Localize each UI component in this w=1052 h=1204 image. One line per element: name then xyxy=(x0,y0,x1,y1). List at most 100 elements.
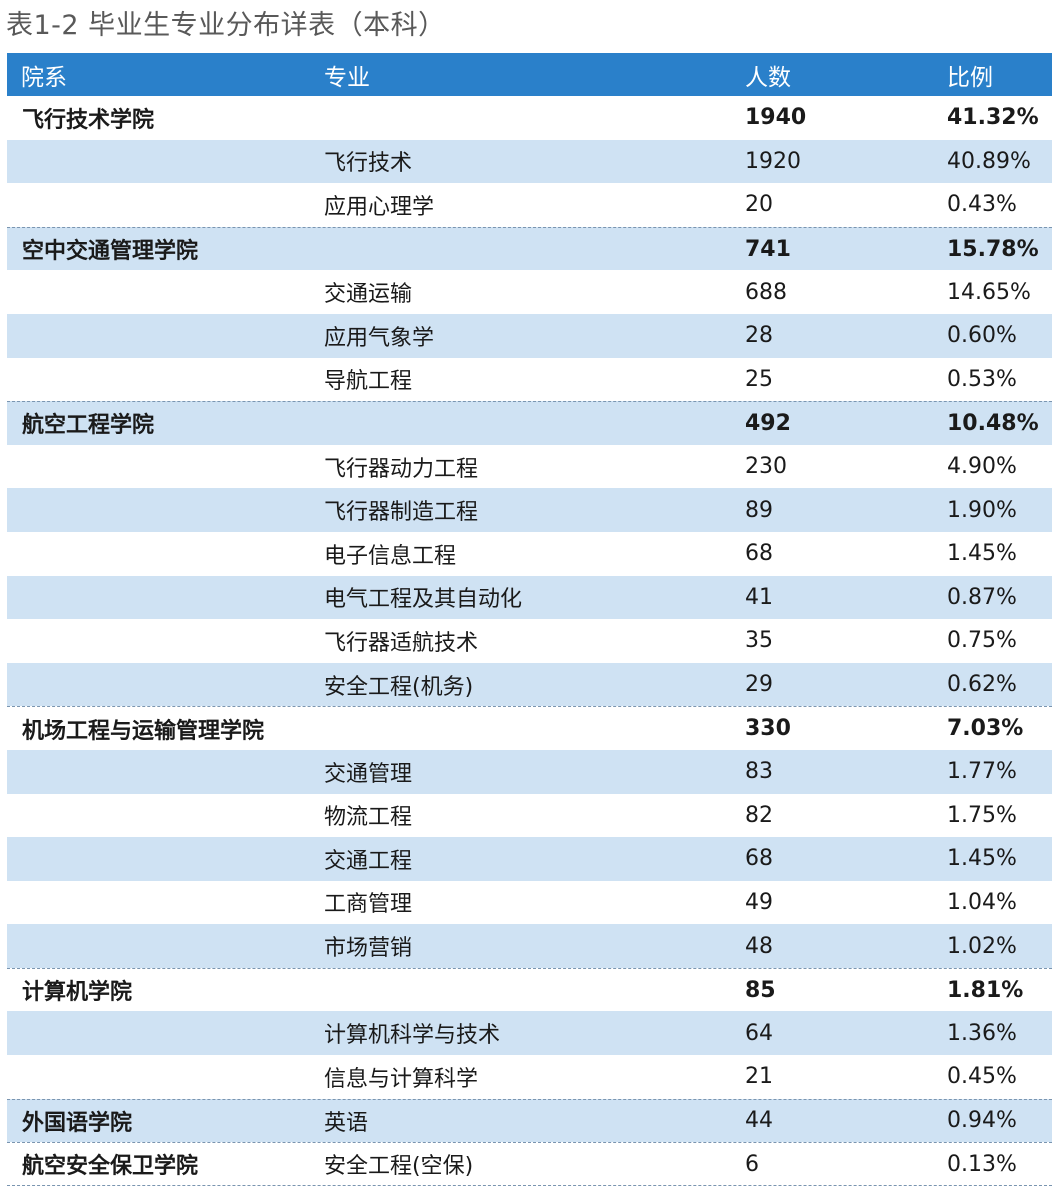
header-ratio: 比例 xyxy=(947,64,993,91)
cell-dept: 航空安全保卫学院 xyxy=(22,1154,199,1180)
cell-count: 68 xyxy=(745,541,773,567)
cell-count: 82 xyxy=(745,802,773,828)
dept-summary-row: 外国语学院 英语 44 0.94% xyxy=(7,1098,1052,1143)
cell-count: 25 xyxy=(745,366,773,392)
major-distribution-table: 院系 专业 人数 比例 飞行技术学院 1940 41.32% 飞行技术 1920 40.8… xyxy=(7,53,1052,1186)
cell-major: 工商管理 xyxy=(324,892,413,918)
table-body: 飞行技术学院 1940 41.32% 飞行技术 1920 40.89% 应用心理学 20 0.4… xyxy=(7,96,1052,1186)
major-row: 应用心理学 20 0.43% xyxy=(7,183,1052,227)
cell-ratio: 0.13% xyxy=(947,1151,1017,1177)
cell-ratio: 1.81% xyxy=(947,977,1024,1003)
major-row: 飞行器制造工程 89 1.90% xyxy=(7,488,1052,532)
cell-ratio: 0.43% xyxy=(947,192,1017,218)
header-major: 专业 xyxy=(324,64,370,91)
cell-count: 35 xyxy=(745,628,773,654)
cell-major: 交通运输 xyxy=(324,282,413,308)
dept-summary-row: 计算机学院 85 1.81% xyxy=(7,967,1052,1012)
cell-ratio: 10.48% xyxy=(947,410,1039,436)
cell-major: 英语 xyxy=(324,1110,369,1136)
table-header-row: 院系 专业 人数 比例 xyxy=(7,53,1052,96)
cell-ratio: 4.90% xyxy=(947,454,1017,480)
cell-ratio: 7.03% xyxy=(947,716,1024,742)
cell-ratio: 41.32% xyxy=(947,105,1039,131)
major-row: 飞行器适航技术 35 0.75% xyxy=(7,619,1052,663)
major-row: 交通运输 688 14.65% xyxy=(7,270,1052,314)
cell-major: 应用气象学 xyxy=(324,325,435,351)
cell-major: 飞行器适航技术 xyxy=(324,630,479,656)
dept-summary-row: 空中交通管理学院 741 15.78% xyxy=(7,226,1052,271)
major-row: 导航工程 25 0.53% xyxy=(7,357,1052,402)
cell-dept: 外国语学院 xyxy=(22,1110,133,1136)
major-row: 市场营销 48 1.02% xyxy=(7,924,1052,968)
cell-count: 49 xyxy=(745,889,773,915)
major-row: 工商管理 49 1.04% xyxy=(7,880,1052,925)
cell-ratio: 14.65% xyxy=(947,279,1031,305)
dept-summary-row: 机场工程与运输管理学院 330 7.03% xyxy=(7,706,1052,750)
cell-ratio: 0.60% xyxy=(947,323,1017,349)
cell-major: 信息与计算科学 xyxy=(324,1066,479,1092)
cell-ratio: 0.87% xyxy=(947,584,1017,610)
cell-major: 交通管理 xyxy=(324,761,413,787)
major-row: 信息与计算科学 21 0.45% xyxy=(7,1055,1052,1099)
cell-count: 230 xyxy=(745,454,787,480)
cell-count: 83 xyxy=(745,759,773,785)
cell-count: 44 xyxy=(745,1108,773,1134)
cell-count: 330 xyxy=(745,716,791,742)
cell-count: 20 xyxy=(745,192,773,218)
cell-count: 41 xyxy=(745,584,773,610)
cell-ratio: 1.77% xyxy=(947,759,1017,785)
cell-ratio: 1.45% xyxy=(947,846,1017,872)
cell-major: 计算机科学与技术 xyxy=(324,1023,501,1049)
cell-count: 64 xyxy=(745,1020,773,1046)
dept-summary-row: 航空工程学院 492 10.48% xyxy=(7,401,1052,445)
cell-ratio: 0.94% xyxy=(947,1108,1017,1134)
cell-dept: 机场工程与运输管理学院 xyxy=(22,718,265,744)
cell-major: 电子信息工程 xyxy=(324,543,457,569)
cell-count: 1920 xyxy=(745,148,801,174)
cell-major: 飞行器制造工程 xyxy=(324,500,479,526)
cell-count: 48 xyxy=(745,933,773,959)
cell-dept: 飞行技术学院 xyxy=(22,107,155,133)
header-dept: 院系 xyxy=(21,64,67,91)
cell-dept: 计算机学院 xyxy=(22,980,133,1006)
cell-count: 6 xyxy=(745,1151,759,1177)
cell-count: 68 xyxy=(745,846,773,872)
header-count: 人数 xyxy=(745,64,791,91)
cell-ratio: 0.75% xyxy=(947,628,1017,654)
cell-ratio: 1.04% xyxy=(947,889,1017,915)
cell-ratio: 1.36% xyxy=(947,1020,1017,1046)
cell-dept: 航空工程学院 xyxy=(22,413,155,439)
major-row: 计算机科学与技术 64 1.36% xyxy=(7,1011,1052,1056)
major-row: 安全工程(机务) 29 0.62% xyxy=(7,662,1052,707)
cell-ratio: 0.62% xyxy=(947,672,1017,698)
cell-count: 1940 xyxy=(745,105,807,131)
cell-ratio: 1.45% xyxy=(947,541,1017,567)
cell-dept: 空中交通管理学院 xyxy=(22,239,199,265)
cell-major: 应用心理学 xyxy=(324,194,435,220)
dept-summary-row: 航空安全保卫学院 安全工程(空保) 6 0.13% xyxy=(7,1142,1052,1186)
cell-count: 85 xyxy=(745,977,776,1003)
major-row: 交通管理 83 1.77% xyxy=(7,749,1052,794)
major-row: 电气工程及其自动化 41 0.87% xyxy=(7,575,1052,620)
cell-ratio: 0.45% xyxy=(947,1064,1017,1090)
cell-major: 飞行技术 xyxy=(324,151,413,177)
cell-ratio: 1.75% xyxy=(947,802,1017,828)
major-row: 物流工程 82 1.75% xyxy=(7,793,1052,838)
cell-major: 物流工程 xyxy=(324,805,413,831)
dept-summary-row: 飞行技术学院 1940 41.32% xyxy=(7,96,1052,140)
major-row: 飞行器动力工程 230 4.90% xyxy=(7,444,1052,489)
table-title: 表1-2 毕业生专业分布详表（本科） xyxy=(6,10,446,41)
major-row: 飞行技术 1920 40.89% xyxy=(7,139,1052,184)
cell-major: 市场营销 xyxy=(324,936,413,962)
cell-count: 89 xyxy=(745,497,773,523)
cell-ratio: 1.02% xyxy=(947,933,1017,959)
cell-count: 29 xyxy=(745,672,773,698)
cell-major: 安全工程(空保) xyxy=(324,1154,474,1180)
cell-ratio: 1.90% xyxy=(947,497,1017,523)
cell-count: 688 xyxy=(745,279,787,305)
cell-count: 28 xyxy=(745,323,773,349)
cell-count: 21 xyxy=(745,1064,773,1090)
cell-major: 飞行器动力工程 xyxy=(324,456,479,482)
major-row: 交通工程 68 1.45% xyxy=(7,837,1052,881)
cell-major: 安全工程(机务) xyxy=(324,674,474,700)
